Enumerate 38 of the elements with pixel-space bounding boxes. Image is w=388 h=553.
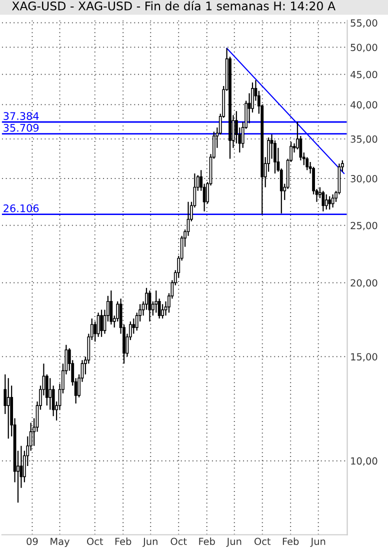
x-tick-label: May bbox=[50, 538, 70, 547]
candlestick bbox=[306, 156, 309, 171]
x-tick-label: Jun bbox=[310, 538, 326, 547]
candlestick bbox=[154, 290, 158, 314]
candlestick bbox=[328, 196, 332, 210]
candlestick bbox=[322, 190, 325, 212]
ref-line-label: 26.106 bbox=[4, 204, 39, 212]
x-tick-label: Feb bbox=[199, 538, 215, 546]
candlestick bbox=[324, 194, 328, 210]
x-tick-label: Oct bbox=[87, 538, 104, 546]
x-tick-label: Jun bbox=[226, 538, 242, 547]
x-tick-label: Jun bbox=[142, 538, 158, 547]
x-tick-label: Feb bbox=[282, 538, 299, 546]
ref-line-label: 37.384 bbox=[4, 112, 39, 120]
x-tick-label: Feb bbox=[115, 538, 132, 546]
y-tick-label: 50,00 bbox=[350, 44, 378, 52]
x-tick-label: Oct bbox=[170, 538, 187, 546]
y-tick-label: 25,00 bbox=[350, 222, 378, 230]
candlestick bbox=[132, 318, 136, 334]
ref-line-label: 35.709 bbox=[4, 124, 39, 132]
x-tick-label: 09 bbox=[26, 538, 38, 546]
chart-title: XAG-USD - XAG-USD - Fin de día 1 semanas H: 14:20 A bbox=[12, 0, 336, 10]
y-tick-label: 20,00 bbox=[350, 279, 378, 288]
y-tick-label: 10,00 bbox=[351, 457, 378, 466]
candlestick bbox=[100, 309, 103, 338]
y-tick-label: 55,00 bbox=[350, 19, 378, 28]
candlestick bbox=[48, 378, 52, 410]
y-tick-label: 30,00 bbox=[350, 175, 378, 184]
candlestick bbox=[331, 194, 334, 208]
x-tick-label: Oct bbox=[254, 538, 271, 546]
y-tick-label: 45,00 bbox=[350, 70, 378, 80]
candlestick bbox=[161, 304, 164, 320]
y-tick-label: 35,00 bbox=[350, 135, 378, 144]
candlestick bbox=[110, 290, 113, 326]
candlestick bbox=[6, 378, 10, 440]
y-tick-label: 40,00 bbox=[350, 101, 378, 110]
y-tick-label: 15,00 bbox=[351, 353, 378, 362]
candlestick bbox=[96, 312, 100, 338]
